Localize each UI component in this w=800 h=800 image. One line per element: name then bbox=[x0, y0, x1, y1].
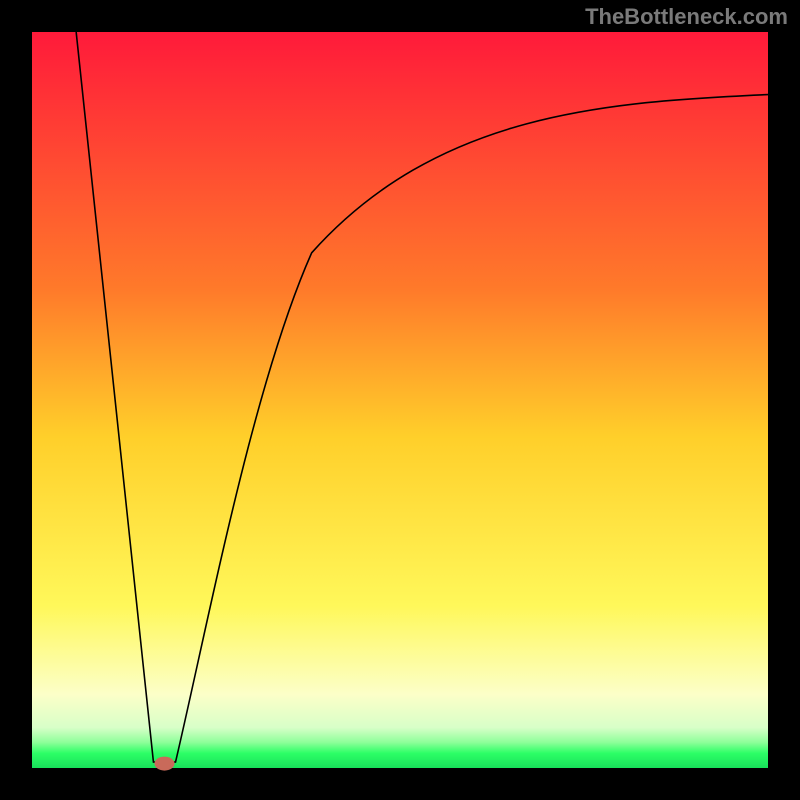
bottleneck-chart bbox=[0, 0, 800, 800]
optimal-marker bbox=[154, 757, 174, 771]
watermark-text: TheBottleneck.com bbox=[585, 4, 788, 30]
chart-container: TheBottleneck.com bbox=[0, 0, 800, 800]
